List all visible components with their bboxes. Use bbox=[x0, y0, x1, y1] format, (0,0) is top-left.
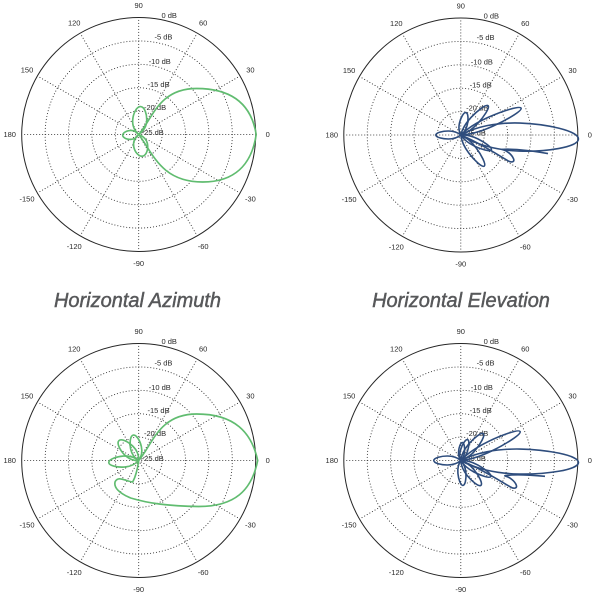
svg-text:Horizontal Azimuth: Horizontal Azimuth bbox=[54, 290, 221, 312]
svg-text:-20 dB: -20 dB bbox=[144, 429, 166, 438]
svg-text:-90: -90 bbox=[455, 585, 466, 594]
svg-text:-120: -120 bbox=[389, 568, 404, 577]
svg-text:30: 30 bbox=[568, 66, 576, 75]
svg-text:150: 150 bbox=[21, 392, 34, 401]
svg-text:0 dB: 0 dB bbox=[162, 337, 177, 346]
svg-text:-150: -150 bbox=[342, 521, 357, 530]
svg-text:90: 90 bbox=[135, 1, 143, 10]
svg-text:-30: -30 bbox=[245, 195, 256, 204]
svg-text:-60: -60 bbox=[520, 242, 531, 251]
svg-text:-90: -90 bbox=[133, 585, 144, 594]
svg-text:120: 120 bbox=[390, 19, 403, 28]
svg-text:180: 180 bbox=[326, 456, 339, 465]
svg-text:30: 30 bbox=[568, 392, 576, 401]
svg-text:90: 90 bbox=[457, 327, 465, 336]
svg-text:0: 0 bbox=[266, 456, 270, 465]
svg-text:60: 60 bbox=[521, 19, 529, 28]
svg-text:120: 120 bbox=[68, 344, 81, 353]
svg-text:-120: -120 bbox=[389, 242, 404, 251]
svg-text:-20 dB: -20 dB bbox=[466, 104, 488, 113]
svg-text:-20 dB: -20 dB bbox=[466, 429, 488, 438]
svg-text:-10 dB: -10 dB bbox=[149, 383, 171, 392]
svg-text:-150: -150 bbox=[19, 521, 34, 530]
svg-text:-150: -150 bbox=[19, 195, 34, 204]
svg-text:-10 dB: -10 dB bbox=[149, 57, 171, 66]
svg-text:-30: -30 bbox=[567, 195, 578, 204]
svg-text:-15 dB: -15 dB bbox=[470, 406, 492, 415]
svg-text:150: 150 bbox=[343, 66, 356, 75]
svg-text:150: 150 bbox=[343, 392, 356, 401]
svg-text:-20 dB: -20 dB bbox=[144, 103, 166, 112]
svg-text:-25 dB: -25 dB bbox=[142, 454, 164, 463]
svg-text:-10 dB: -10 dB bbox=[471, 383, 493, 392]
svg-text:-90: -90 bbox=[133, 259, 144, 268]
svg-text:-60: -60 bbox=[520, 568, 531, 577]
svg-text:-120: -120 bbox=[67, 242, 82, 251]
svg-text:-90: -90 bbox=[455, 260, 466, 269]
svg-text:90: 90 bbox=[135, 327, 143, 336]
svg-text:0 dB: 0 dB bbox=[484, 337, 499, 346]
svg-text:60: 60 bbox=[199, 18, 207, 27]
svg-text:-15 dB: -15 dB bbox=[148, 406, 170, 415]
svg-text:0: 0 bbox=[266, 130, 270, 139]
svg-text:-5 dB: -5 dB bbox=[155, 358, 173, 367]
svg-text:-15 dB: -15 dB bbox=[470, 80, 492, 89]
svg-text:120: 120 bbox=[68, 18, 81, 27]
svg-text:-60: -60 bbox=[198, 568, 209, 577]
svg-text:120: 120 bbox=[390, 344, 403, 353]
svg-text:-5 dB: -5 dB bbox=[477, 33, 495, 42]
svg-text:180: 180 bbox=[3, 130, 16, 139]
svg-text:-120: -120 bbox=[67, 568, 82, 577]
svg-text:-30: -30 bbox=[567, 521, 578, 530]
svg-text:0: 0 bbox=[588, 456, 592, 465]
svg-text:-10 dB: -10 dB bbox=[471, 57, 493, 66]
svg-text:-150: -150 bbox=[342, 195, 357, 204]
svg-text:-5 dB: -5 dB bbox=[477, 358, 495, 367]
svg-text:-30: -30 bbox=[245, 521, 256, 530]
svg-text:180: 180 bbox=[326, 131, 339, 140]
svg-text:150: 150 bbox=[21, 66, 34, 75]
svg-text:60: 60 bbox=[521, 344, 529, 353]
svg-text:-25 dB: -25 dB bbox=[142, 128, 164, 137]
svg-text:30: 30 bbox=[246, 392, 254, 401]
svg-text:0 dB: 0 dB bbox=[484, 11, 499, 20]
svg-text:90: 90 bbox=[457, 2, 465, 11]
svg-text:0: 0 bbox=[588, 131, 592, 140]
svg-text:-5 dB: -5 dB bbox=[155, 32, 173, 41]
svg-text:Horizontal Elevation: Horizontal Elevation bbox=[372, 290, 550, 312]
svg-text:60: 60 bbox=[199, 344, 207, 353]
svg-text:180: 180 bbox=[3, 456, 16, 465]
svg-text:30: 30 bbox=[246, 66, 254, 75]
svg-text:-15 dB: -15 dB bbox=[148, 80, 170, 89]
svg-text:0 dB: 0 dB bbox=[162, 11, 177, 20]
svg-text:-60: -60 bbox=[198, 242, 209, 251]
